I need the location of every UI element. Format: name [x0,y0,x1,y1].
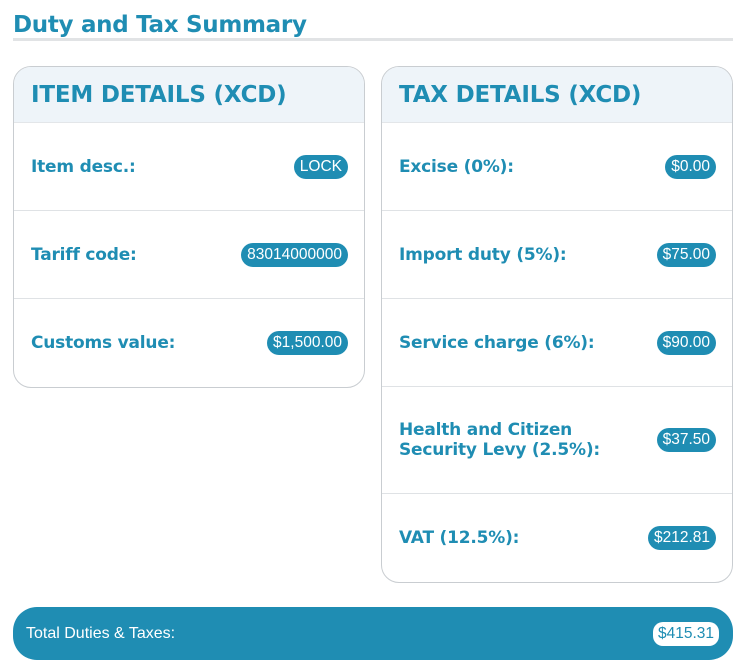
vat-row: VAT (12.5%): $212.81 [382,494,732,582]
customs-value-value: $1,500.00 [267,331,348,355]
customs-value-label: Customs value: [31,333,176,353]
item-description-value: LOCK [293,154,348,179]
customs-value-row: Customs value: $1,500.00 [14,299,364,387]
service-charge-row: Service charge (6%): $90.00 [382,299,732,387]
total-bar: Total Duties & Taxes: $415.31 [13,607,733,660]
import-duty-value: $75.00 [656,242,716,267]
tariff-code-label: Tariff code: [31,244,137,265]
excise-value: $0.00 [665,154,716,179]
vat-label: VAT (12.5%): [399,528,520,548]
tariff-code-value: 83014000000 [241,242,348,267]
health-levy-label: Health and Citizen Security Levy (2.5%): [399,420,601,460]
item-details-header: ITEM DETAILS (XCD) [14,67,364,123]
health-levy-row: Health and Citizen Security Levy (2.5%):… [382,387,732,494]
item-description-row: Item desc.: LOCK [14,123,364,211]
import-duty-label: Import duty (5%): [399,244,567,265]
excise-row: Excise (0%): $0.00 [382,123,732,211]
tax-details-header: TAX DETAILS (XCD) [382,67,732,123]
page-title: Duty and Tax Summary [13,12,307,38]
service-charge-label: Service charge (6%): [399,332,595,353]
title-divider [13,38,733,41]
item-details-card: ITEM DETAILS (XCD) Item desc.: LOCK Tari… [13,66,365,388]
excise-label: Excise (0%): [399,156,514,177]
import-duty-row: Import duty (5%): $75.00 [382,211,732,299]
item-description-label: Item desc.: [31,156,136,177]
total-value: $415.31 [652,621,719,646]
health-levy-value: $37.50 [656,428,716,452]
tariff-code-row: Tariff code: 83014000000 [14,211,364,299]
service-charge-value: $90.00 [656,330,716,355]
vat-value: $212.81 [647,526,716,550]
tax-details-card: TAX DETAILS (XCD) Excise (0%): $0.00 Imp… [381,66,733,583]
total-label: Total Duties & Taxes: [26,624,176,642]
